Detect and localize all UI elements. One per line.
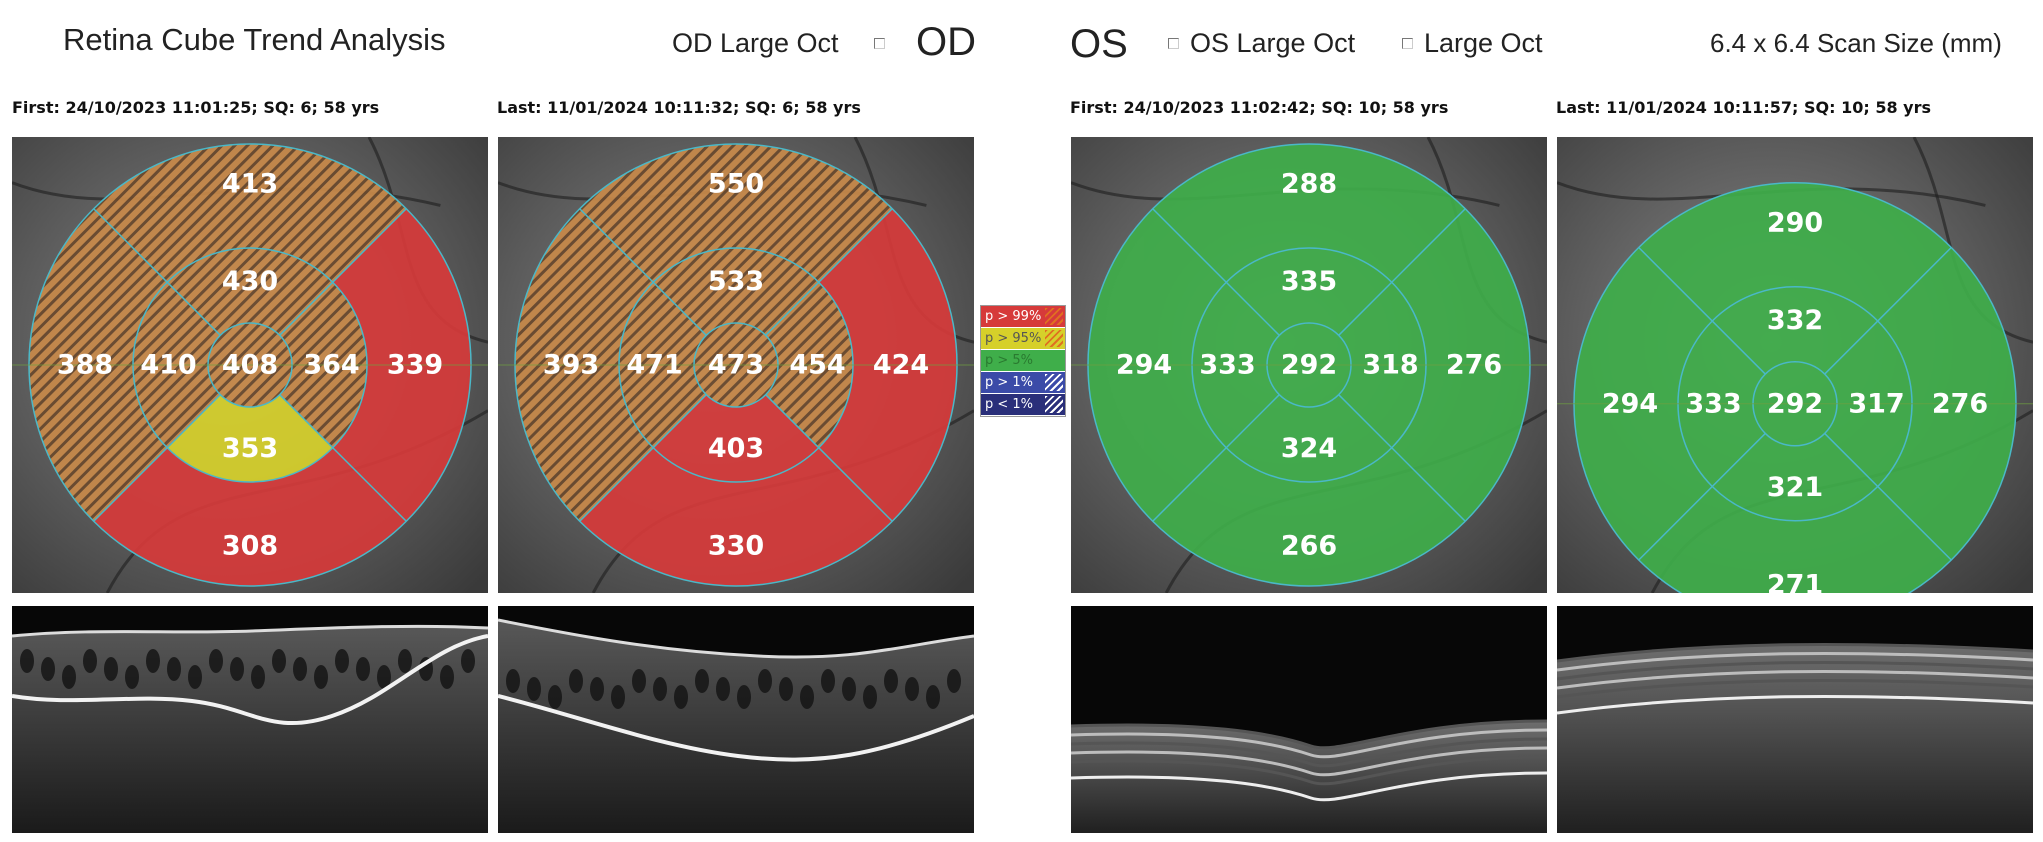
sector-outer-bottom	[1152, 447, 1466, 586]
thickness-inner-bottom: 353	[222, 433, 278, 464]
legend-hatch-icon	[1045, 308, 1063, 325]
thickness-inner-left: 333	[1199, 350, 1255, 381]
scan-info-od-last: Last: 11/01/2024 10:11:32; SQ: 6; 58 yrs	[497, 98, 861, 117]
legend-hatch-icon	[1045, 330, 1063, 347]
thickness-outer-left: 393	[543, 350, 599, 381]
thickness-outer-bottom: 330	[708, 531, 764, 562]
thickness-outer-right: 339	[387, 350, 443, 381]
legend-label: p > 1%	[985, 375, 1034, 390]
bscan-os-last[interactable]	[1557, 606, 2033, 833]
sector-outer-top	[1638, 182, 1952, 322]
thickness-outer-right: 276	[1932, 388, 1988, 419]
os-large-oct-checkbox[interactable]	[1168, 38, 1179, 49]
legend-item: p > 1%	[981, 372, 1065, 394]
thickness-inner-bottom: 321	[1767, 472, 1823, 503]
thickness-outer-bottom: 308	[222, 531, 278, 562]
etdrs-map-od-last[interactable]: 473 533 403 471 454 550 330 393 424	[498, 137, 974, 593]
thickness-inner-top: 533	[708, 266, 764, 297]
sector-inner-top	[167, 248, 333, 336]
thickness-inner-top: 332	[1767, 305, 1823, 336]
legend-item: p > 95%	[981, 328, 1065, 350]
thickness-inner-right: 364	[303, 350, 359, 381]
thickness-inner-right: 317	[1848, 388, 1904, 419]
bscan-od-last[interactable]	[498, 606, 974, 833]
etdrs-map-od-first[interactable]: 408 430 353 410 364 413 308 388 339	[12, 137, 488, 593]
etdrs-map-os-first[interactable]: 292 335 324 333 318 288 266 294 276	[1071, 137, 1547, 593]
sector-inner-top	[1226, 248, 1392, 336]
thickness-center: 292	[1767, 388, 1823, 419]
sector-outer-top	[1152, 144, 1466, 283]
thickness-outer-left: 294	[1116, 350, 1172, 381]
significance-legend: p > 99% p > 95% p > 5% p > 1% p < 1%	[980, 305, 1066, 417]
od-large-oct-label: OD Large Oct	[672, 28, 839, 58]
legend-item: p > 99%	[981, 306, 1065, 328]
thickness-outer-left: 388	[57, 350, 113, 381]
scan-info-od-first: First: 24/10/2023 11:01:25; SQ: 6; 58 yr…	[12, 98, 380, 117]
bscan-od-first[interactable]	[12, 606, 488, 833]
etdrs-map-os-last[interactable]: 292 332 321 333 317 290 271 294 276	[1557, 137, 2033, 593]
sector-inner-top	[1712, 286, 1878, 375]
thickness-outer-top: 413	[222, 169, 278, 200]
legend-label: p > 95%	[985, 331, 1042, 346]
report-title: Retina Cube Trend Analysis	[63, 22, 446, 57]
sector-outer-bottom	[93, 447, 407, 586]
scan-info-os-last: Last: 11/01/2024 10:11:57; SQ: 10; 58 yr…	[1556, 98, 1932, 117]
sector-inner-bottom	[167, 394, 333, 483]
legend-label: p < 1%	[985, 397, 1034, 412]
large-oct-label: Large Oct	[1424, 28, 1543, 58]
legend-hatch-icon	[1045, 396, 1063, 413]
thickness-outer-left: 294	[1602, 388, 1658, 419]
legend-label: p > 5%	[985, 353, 1034, 368]
thickness-inner-left: 471	[626, 350, 682, 381]
os-large-oct-label: OS Large Oct	[1190, 28, 1356, 58]
thickness-inner-top: 430	[222, 266, 278, 297]
scan-size-label: 6.4 x 6.4 Scan Size (mm)	[1710, 28, 2002, 58]
thickness-inner-right: 454	[789, 350, 845, 381]
od-eye-label: OD	[916, 20, 976, 64]
thickness-inner-left: 410	[140, 350, 196, 381]
sector-outer-top	[93, 144, 407, 283]
sector-inner-bottom	[1226, 394, 1392, 483]
thickness-inner-left: 333	[1685, 388, 1741, 419]
thickness-outer-top: 288	[1281, 169, 1337, 200]
sector-inner-bottom	[1712, 433, 1878, 521]
sector-outer-top	[579, 144, 893, 283]
thickness-outer-right: 276	[1446, 350, 1502, 381]
thickness-inner-bottom: 403	[708, 433, 764, 464]
os-eye-label: OS	[1070, 22, 1128, 66]
sector-outer-bottom	[579, 447, 893, 586]
thickness-outer-bottom: 266	[1281, 531, 1337, 562]
thickness-center: 408	[222, 350, 278, 381]
od-large-oct-checkbox[interactable]	[874, 38, 885, 49]
legend-label: p > 99%	[985, 309, 1042, 324]
legend-item: p > 5%	[981, 350, 1065, 372]
thickness-outer-top: 550	[708, 169, 764, 200]
thickness-center: 292	[1281, 350, 1337, 381]
thickness-outer-top: 290	[1767, 207, 1823, 238]
scan-info-os-first: First: 24/10/2023 11:02:42; SQ: 10; 58 y…	[1070, 98, 1449, 117]
sector-inner-bottom	[653, 394, 819, 483]
thickness-inner-top: 335	[1281, 266, 1337, 297]
large-oct-checkbox[interactable]	[1402, 38, 1413, 49]
bscan-os-first[interactable]	[1071, 606, 1547, 833]
thickness-inner-right: 318	[1362, 350, 1418, 381]
sector-outer-bottom	[1638, 486, 1952, 593]
thickness-outer-bottom: 271	[1767, 569, 1823, 593]
thickness-center: 473	[708, 350, 764, 381]
legend-item: p < 1%	[981, 394, 1065, 416]
legend-hatch-icon	[1045, 374, 1063, 391]
sector-inner-top	[653, 248, 819, 336]
thickness-inner-bottom: 324	[1281, 433, 1337, 464]
thickness-outer-right: 424	[873, 350, 929, 381]
